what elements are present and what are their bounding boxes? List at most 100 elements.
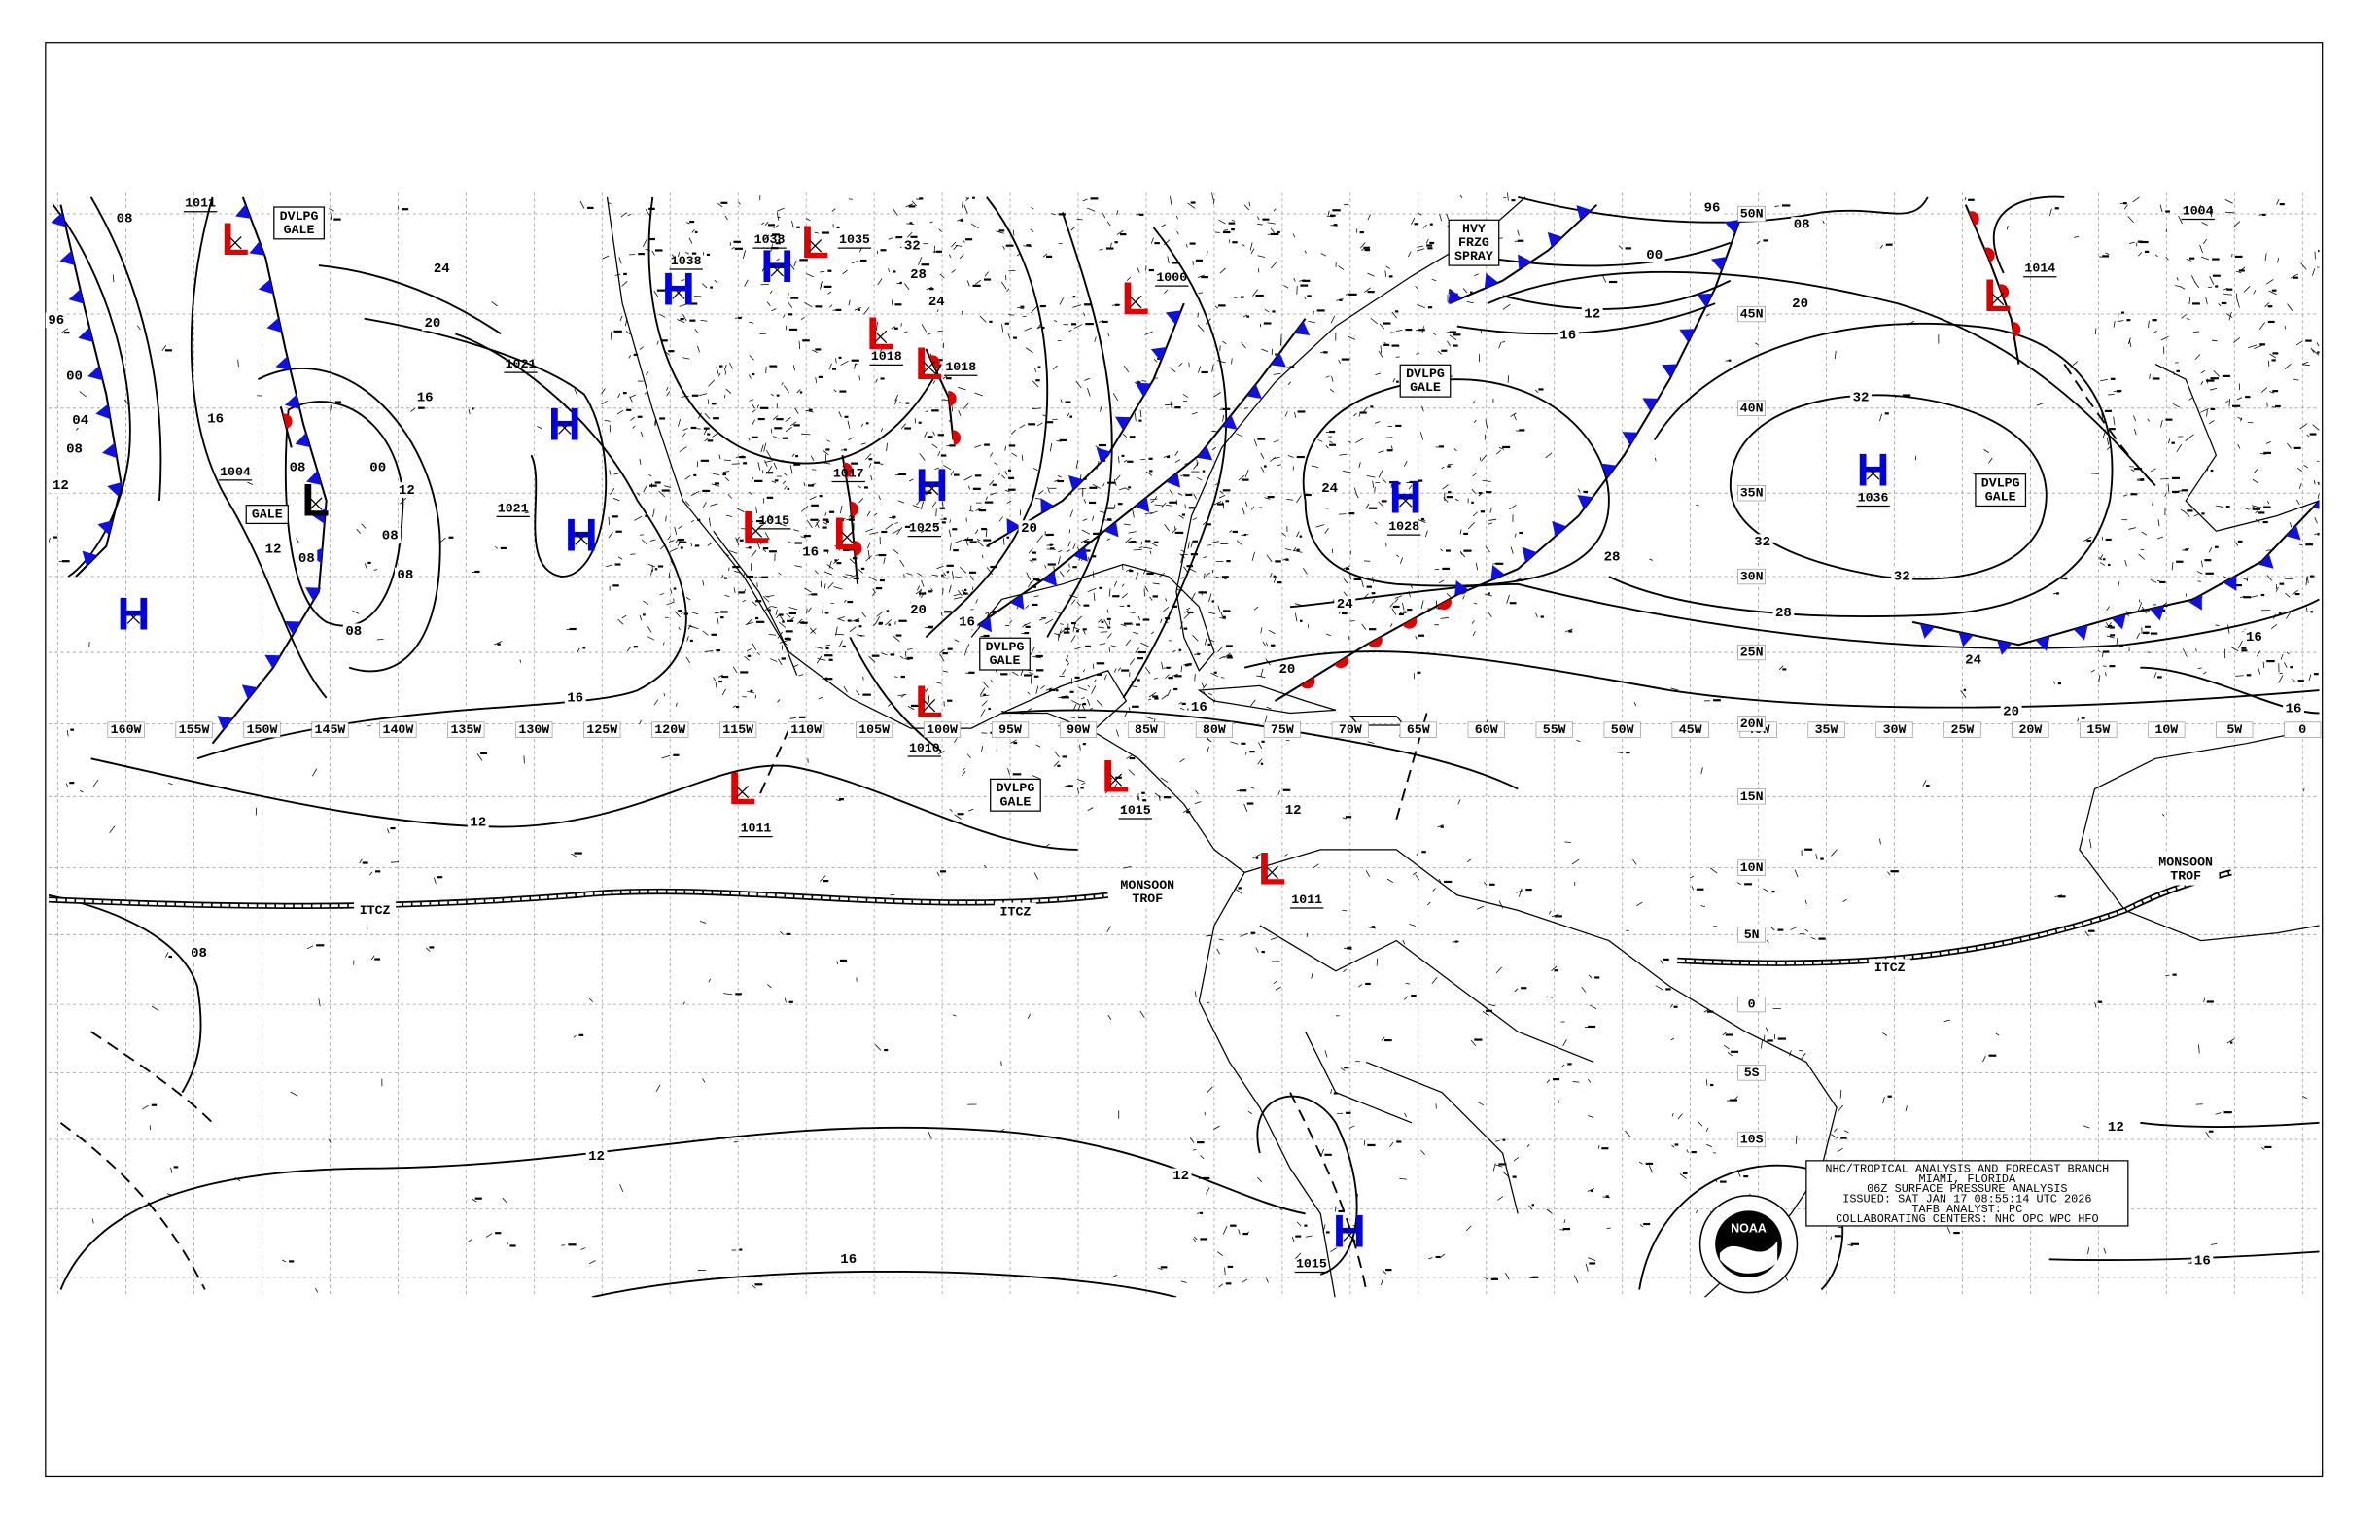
station-mark: [949, 444, 956, 447]
station-mark: [2176, 443, 2183, 453]
area-label-box: [245, 505, 289, 525]
station-mark: [1820, 858, 1824, 860]
station-mark: [2206, 409, 2208, 417]
isobar: [90, 757, 1078, 851]
station-mark: [1396, 380, 1399, 383]
station-mark: [1074, 615, 1082, 623]
station-mark: [711, 633, 718, 636]
station-mark: [1083, 541, 1091, 543]
station-mark: [1799, 1050, 1803, 1052]
station-mark: [1186, 811, 1191, 814]
station-mark: [2154, 254, 2158, 258]
station-mark: [1070, 599, 1076, 605]
station-mark: [949, 543, 952, 551]
station-mark: [1180, 576, 1184, 579]
station-mark: [1562, 1039, 1567, 1047]
pressure-value: 1011: [185, 196, 216, 211]
station-mark: [928, 1131, 932, 1139]
station-mark: [881, 652, 888, 656]
station-mark: [630, 416, 635, 421]
station-mark: [818, 375, 823, 378]
station-mark: [1334, 1206, 1337, 1212]
station-mark: [1127, 604, 1130, 608]
station-mark: [1036, 324, 1041, 330]
front-symbol: [258, 279, 274, 295]
front-symbol: [1135, 382, 1152, 397]
station-mark: [2192, 302, 2200, 305]
station-mark: [1278, 790, 1280, 795]
pressure-value: 1038: [754, 232, 786, 247]
station-mark: [2160, 477, 2169, 480]
station-mark: [1044, 618, 1054, 625]
station-mark: [1182, 394, 1189, 398]
station-mark: [2316, 342, 2320, 347]
station-mark: [1505, 1272, 1510, 1280]
station-mark: [1172, 649, 1176, 652]
station-mark: [616, 409, 624, 415]
station-mark: [1270, 261, 1278, 269]
station-mark: [2299, 423, 2308, 430]
station-mark: [790, 297, 799, 299]
station-mark: [2255, 507, 2262, 514]
station-mark: [1246, 802, 1254, 805]
station-mark: [760, 444, 764, 453]
station-mark: [718, 454, 721, 460]
station-mark: [855, 619, 860, 622]
station-mark: [703, 427, 710, 430]
station-mark: [951, 269, 956, 273]
station-mark: [915, 589, 922, 595]
station-mark: [1072, 304, 1082, 308]
latitude-label: 10N: [1740, 860, 1764, 875]
isobar: [1502, 279, 1732, 310]
station-mark: [1165, 403, 1173, 406]
station-mark: [823, 549, 828, 552]
station-mark: [1178, 648, 1182, 651]
station-mark: [52, 536, 58, 539]
station-mark: [2312, 268, 2316, 276]
station-mark: [2156, 536, 2164, 540]
station-mark: [1417, 248, 1425, 252]
station-mark: [1132, 509, 1135, 518]
station-mark: [772, 233, 781, 236]
station-mark: [778, 621, 787, 628]
station-mark: [1142, 567, 1147, 575]
area-label-box: [1399, 364, 1452, 398]
station-mark: [769, 290, 773, 295]
station-mark: [1132, 705, 1139, 708]
station-mark: [1083, 498, 1087, 504]
station-mark: [1346, 1111, 1351, 1114]
station-mark: [865, 528, 873, 533]
station-mark: [2122, 494, 2128, 497]
station-mark: [1810, 937, 1816, 940]
station-mark: [880, 347, 884, 352]
station-mark: [1267, 496, 1275, 499]
station-mark: [2171, 562, 2174, 571]
front-symbol: [1040, 498, 1055, 514]
station-mark: [2285, 592, 2291, 598]
station-mark: [1078, 716, 1087, 719]
station-mark: [833, 586, 843, 590]
front-symbol: [2035, 636, 2050, 651]
isobar-label: 16: [1191, 700, 1208, 716]
station-mark: [1462, 595, 1465, 600]
station-mark: [959, 566, 967, 574]
pressure-value: 1038: [671, 254, 702, 268]
station-mark: [1296, 548, 1300, 551]
station-mark: [1435, 1103, 1437, 1109]
station-mark: [1367, 741, 1375, 744]
station-mark: [1045, 421, 1054, 424]
lon-label-box: [2148, 721, 2186, 738]
station-mark: [1244, 470, 1249, 478]
station-mark: [806, 273, 815, 278]
lat-label-box: [1737, 400, 1767, 416]
station-mark: [761, 266, 765, 272]
station-mark: [962, 402, 969, 409]
station-mark: [2139, 478, 2145, 481]
station-mark: [1100, 631, 1108, 633]
station-mark: [838, 798, 844, 801]
station-mark: [167, 783, 173, 786]
station-mark: [1231, 358, 1233, 365]
latitude-label: 45N: [1740, 307, 1764, 322]
station-mark: [1489, 883, 1495, 886]
station-mark: [908, 478, 914, 482]
